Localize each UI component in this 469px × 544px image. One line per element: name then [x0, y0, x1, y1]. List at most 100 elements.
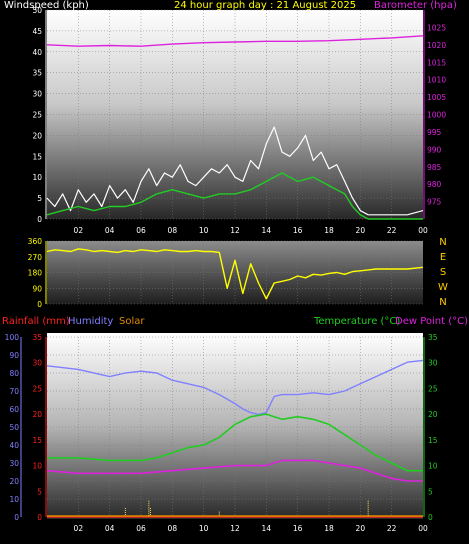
temperature-tick-label: 0 — [428, 513, 433, 522]
temperature-tick-label: 10 — [428, 462, 438, 471]
solar-legend: Solar — [119, 316, 145, 327]
compass-label: N — [439, 237, 446, 248]
time-tick-label: 18 — [324, 226, 334, 235]
windspeed-axis-label: Windspeed (kph) — [4, 0, 89, 11]
temperature-tick-label: 30 — [428, 359, 438, 368]
wind-gust-line — [46, 126, 424, 216]
chart-title: 24 hour graph day : 21 August 2025 — [174, 0, 357, 11]
barometer-line — [46, 35, 424, 47]
rainfall-legend: Rainfall (mm) — [2, 316, 70, 327]
wind-average-line — [46, 172, 423, 220]
humidity-tick-label: 90 — [9, 351, 19, 360]
humidity-tick-label: 0 — [14, 513, 19, 522]
time-tick-label: 00 — [418, 226, 428, 235]
humidity-tick-label: 50 — [9, 423, 19, 432]
time-tick-label: 08 — [168, 524, 178, 533]
windspeed-tick-label: 5 — [37, 194, 42, 203]
barometer-tick-label: 1000 — [427, 111, 446, 120]
rainfall-tick-label: 25 — [32, 384, 42, 393]
humidity-tick-label: 40 — [9, 441, 19, 450]
windspeed-tick-label: 20 — [32, 131, 42, 140]
time-tick-label: 20 — [356, 524, 366, 533]
rainfall-tick-label: 5 — [37, 487, 42, 496]
time-tick-label: 14 — [262, 524, 272, 533]
compass-label: W — [438, 282, 448, 293]
wind-direction-line — [46, 248, 424, 300]
rainfall-tick-label: 0 — [37, 513, 42, 522]
barometer-tick-label: 985 — [427, 163, 442, 172]
temperature-legend: Temperature (°C) — [314, 316, 401, 327]
barometer-tick-label: 1025 — [427, 23, 446, 32]
time-tick-label: 06 — [136, 524, 146, 533]
time-tick-label: 22 — [387, 226, 397, 235]
rainfall-tick-label: 20 — [32, 410, 42, 419]
humidity-line — [46, 359, 424, 416]
windspeed-tick-label: 45 — [32, 27, 42, 36]
windspeed-tick-label: 10 — [32, 173, 42, 182]
barometer-tick-label: 1015 — [427, 58, 446, 67]
humidity-legend: Humidity — [68, 316, 114, 327]
direction-tick-label: 90 — [32, 284, 42, 293]
time-tick-label: 20 — [356, 226, 366, 235]
time-tick-label: 22 — [387, 524, 397, 533]
temperature-line — [47, 413, 423, 472]
humidity-tick-label: 30 — [9, 459, 19, 468]
time-tick-label: 16 — [293, 226, 303, 235]
temperature-tick-label: 15 — [428, 436, 438, 445]
time-tick-label: 02 — [74, 524, 84, 533]
dewpoint-line — [46, 459, 423, 482]
temperature-tick-label: 5 — [428, 487, 433, 496]
time-tick-label: 06 — [136, 226, 146, 235]
barometer-tick-label: 1010 — [427, 76, 446, 85]
compass-label: N — [439, 297, 446, 308]
humidity-tick-label: 10 — [9, 495, 19, 504]
humidity-tick-label: 20 — [9, 477, 19, 486]
temperature-tick-label: 20 — [428, 410, 438, 419]
time-tick-label: 04 — [105, 226, 115, 235]
compass-label: E — [440, 252, 446, 263]
rainfall-tick-label: 10 — [32, 462, 42, 471]
time-tick-label: 00 — [418, 524, 428, 533]
direction-tick-label: 270 — [28, 253, 43, 262]
barometer-tick-label: 980 — [427, 180, 442, 189]
humidity-tick-label: 60 — [9, 405, 19, 414]
barometer-axis-label: Barometer (hpa) — [374, 0, 457, 11]
barometer-tick-label: 1005 — [427, 93, 446, 102]
time-tick-label: 10 — [199, 226, 209, 235]
temperature-tick-label: 25 — [428, 384, 438, 393]
windspeed-tick-label: 25 — [32, 111, 42, 120]
time-tick-label: 04 — [105, 524, 115, 533]
time-tick-label: 14 — [262, 226, 272, 235]
direction-tick-label: 180 — [28, 269, 43, 278]
humidity-tick-label: 100 — [5, 333, 20, 342]
compass-label: S — [440, 267, 446, 278]
rainfall-tick-label: 30 — [32, 359, 42, 368]
barometer-tick-label: 990 — [427, 145, 442, 154]
temperature-tick-label: 35 — [428, 333, 438, 342]
time-tick-label: 08 — [168, 226, 178, 235]
direction-tick-label: 360 — [28, 237, 43, 246]
dewpoint-legend: Dew Point (°C) — [395, 316, 469, 327]
time-tick-label: 12 — [230, 226, 240, 235]
temp-humidity-plot-area — [47, 333, 423, 519]
windspeed-tick-label: 40 — [32, 48, 42, 57]
barometer-tick-label: 995 — [427, 128, 442, 137]
rainfall-tick-label: 15 — [32, 436, 42, 445]
time-tick-label: 02 — [74, 226, 84, 235]
windspeed-tick-label: 30 — [32, 90, 42, 99]
rainfall-tick-label: 35 — [32, 333, 42, 342]
barometer-tick-label: 1020 — [427, 41, 446, 50]
barometer-tick-label: 975 — [427, 198, 442, 207]
windspeed-tick-label: 35 — [32, 69, 42, 78]
time-tick-label: 16 — [293, 524, 303, 533]
windspeed-tick-label: 50 — [32, 6, 42, 15]
humidity-tick-label: 70 — [9, 387, 19, 396]
windspeed-tick-label: 15 — [32, 152, 42, 161]
windspeed-tick-label: 0 — [37, 215, 42, 224]
humidity-tick-label: 80 — [9, 369, 19, 378]
direction-tick-label: 0 — [37, 300, 42, 309]
time-tick-label: 10 — [199, 524, 209, 533]
time-tick-label: 12 — [230, 524, 240, 533]
